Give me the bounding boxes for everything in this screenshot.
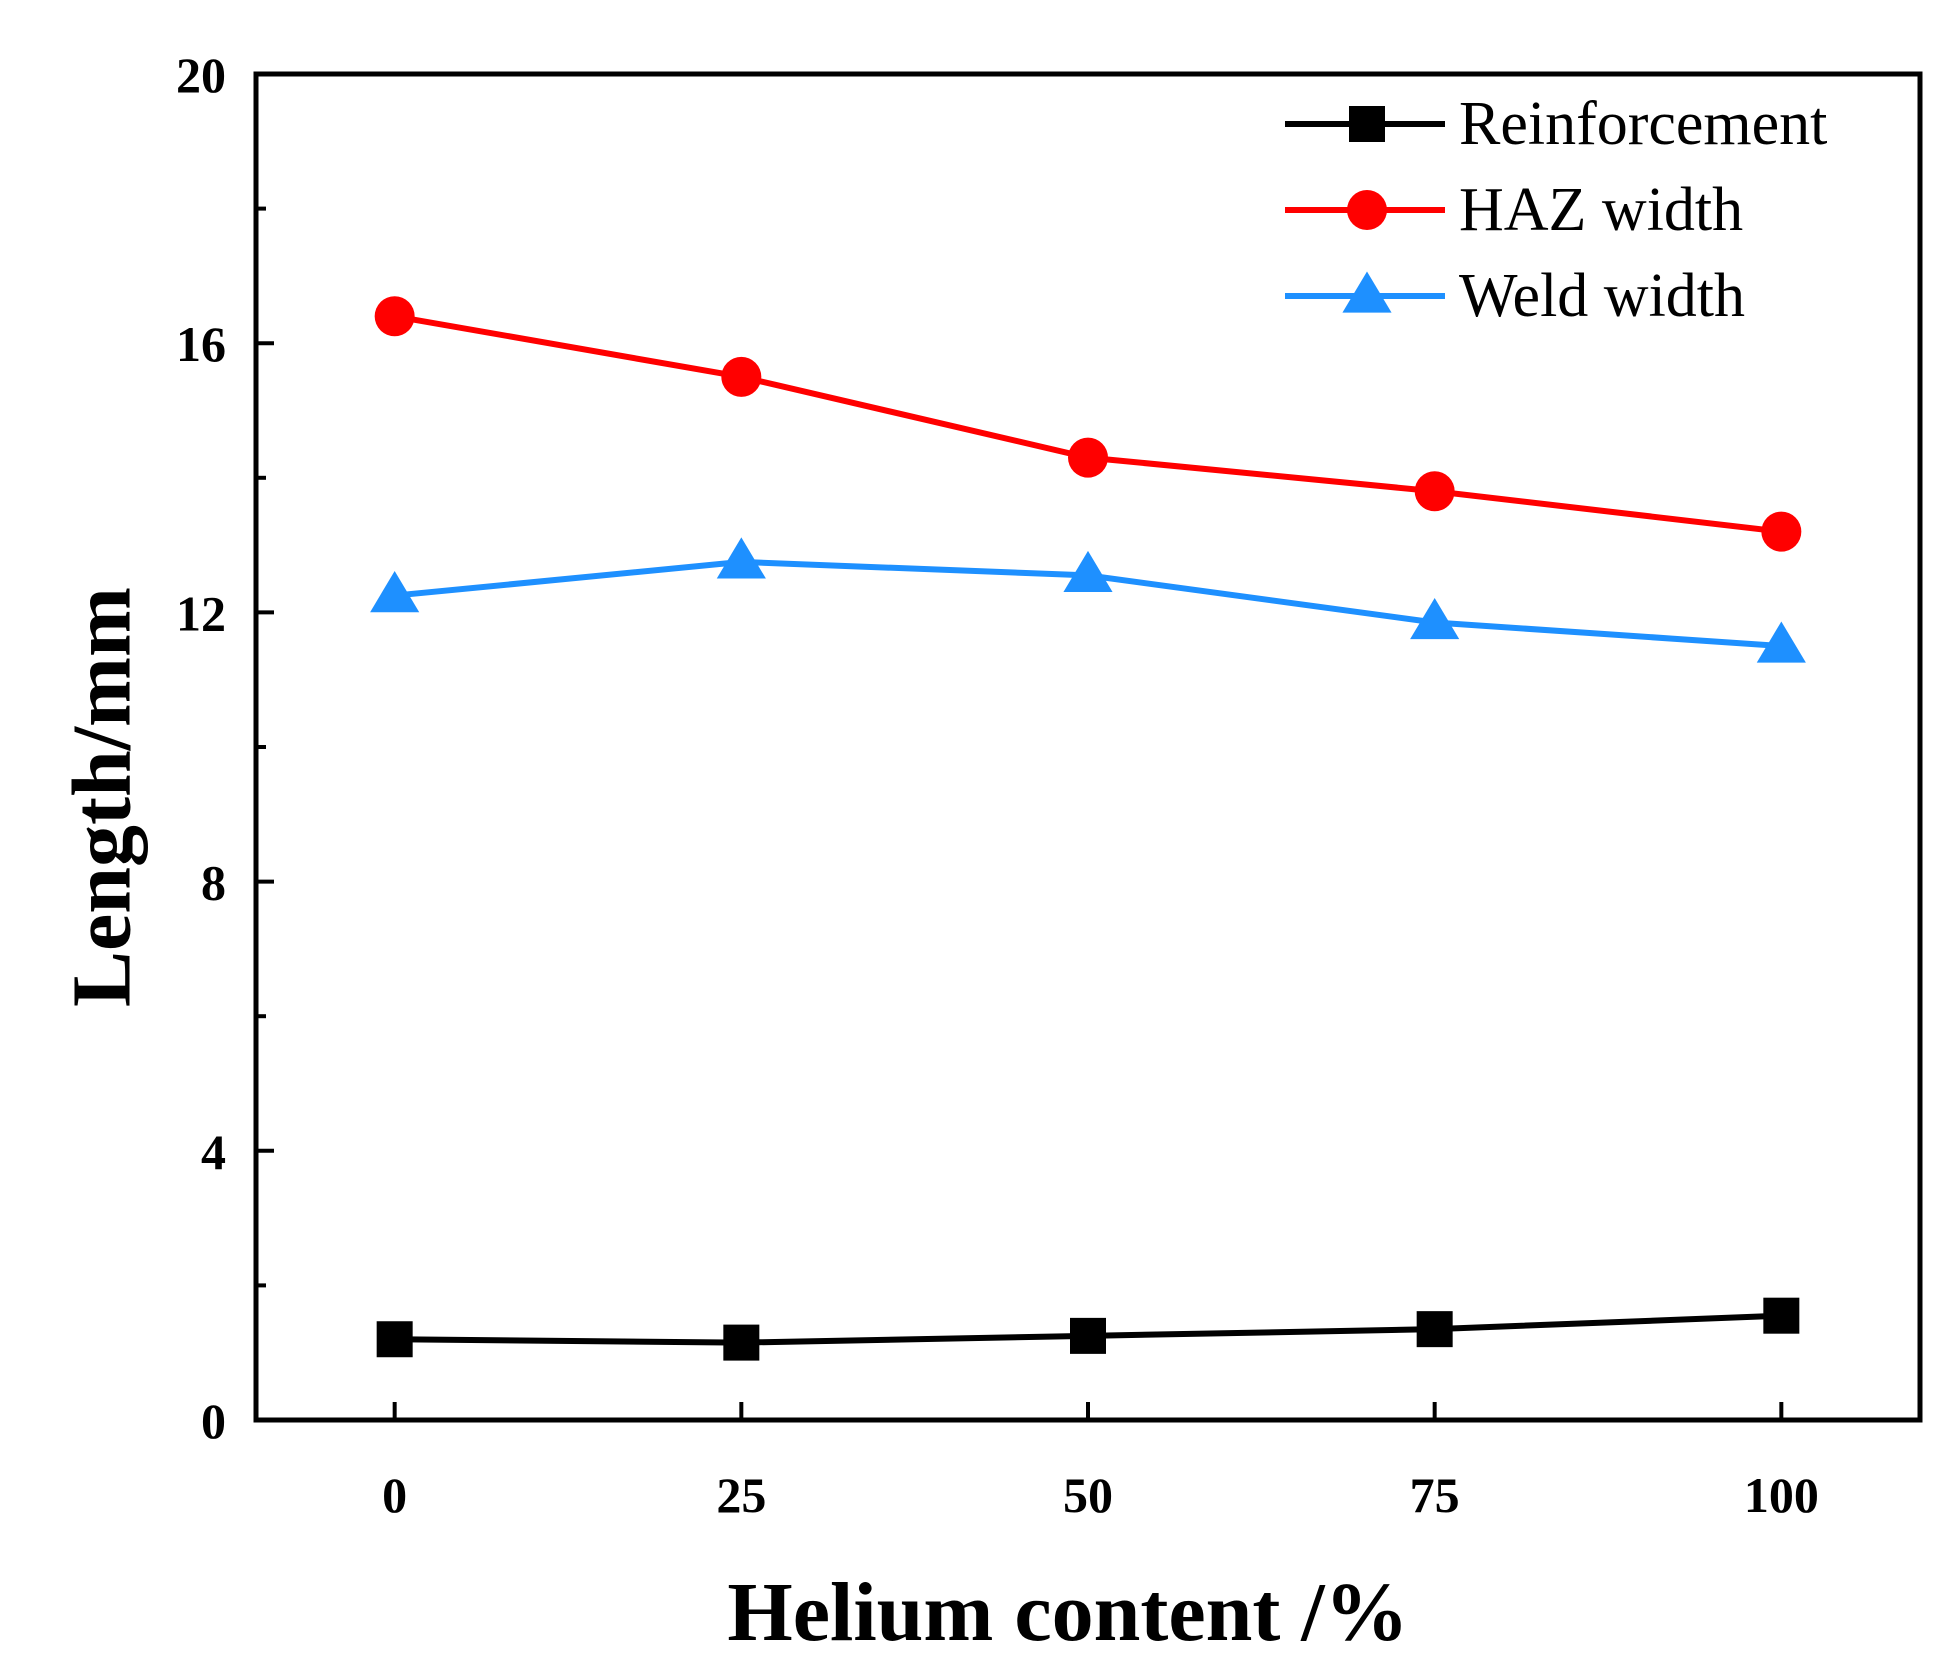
data-point [374,296,415,337]
y-tick-label: 8 [201,855,226,911]
y-tick-label: 20 [176,47,226,103]
data-point [1414,471,1455,512]
legend-item: Weld width [1285,262,1745,330]
plot-frame [253,71,1923,1423]
x-tick-label: 25 [716,1467,766,1523]
y-tick-label: 16 [176,316,226,372]
legend-label: HAZ width [1459,176,1743,244]
series-reinforcement [376,1297,1800,1361]
data-point [1761,511,1802,552]
y-tick-label: 0 [201,1393,226,1449]
legend-item: HAZ width [1285,176,1743,244]
legend: Reinforcement HAZ width Weld width [1285,90,1827,330]
data-point [376,1321,413,1358]
data-point [1070,1317,1106,1354]
data-point [1410,597,1460,640]
data-point [723,1324,760,1361]
x-tick-label: 50 [1063,1467,1113,1523]
series-haz-width [374,296,1802,552]
data-point [1756,621,1806,663]
data-point [1342,271,1392,313]
data-point [1763,1297,1800,1334]
legend-item: Reinforcement [1285,90,1827,158]
data-point [1349,106,1385,142]
data-point [1416,1311,1453,1348]
x-tick-label: 75 [1410,1467,1460,1523]
data-point [1347,190,1387,230]
series-layer [370,296,1806,1361]
data-point [721,356,762,397]
y-tick-label: 4 [201,1124,226,1180]
x-tick-label: 0 [382,1467,407,1523]
x-axis-title: Helium content /% [727,1566,1408,1659]
data-point [1063,550,1113,593]
legend-label: Weld width [1459,262,1745,330]
x-tick-label: 100 [1744,1467,1819,1523]
y-tick-label: 12 [176,585,226,641]
y-axis-title: Length/mm [55,587,148,1007]
legend-label: Reinforcement [1459,90,1827,158]
series-weld-width [370,537,1806,663]
axis-ticks: 0 25 50 75 100 0 4 8 12 16 20 [176,47,1819,1523]
data-point [1068,437,1108,478]
data-point [716,537,766,579]
data-point [370,571,420,613]
